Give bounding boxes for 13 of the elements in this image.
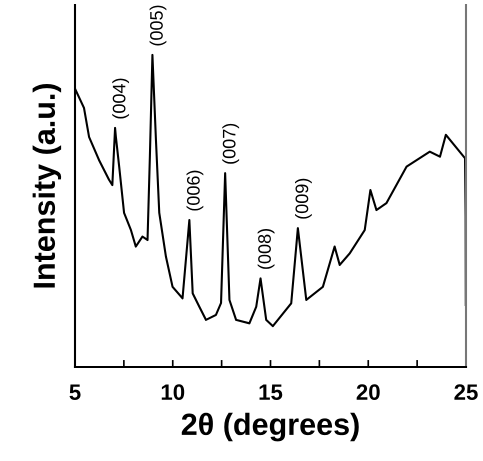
annotation: (005) — [150, 6, 166, 46]
y-axis-title: Intensity (a.u.) — [32, 84, 62, 288]
annotation: (006) — [186, 170, 204, 211]
x-tick-label: 25 — [454, 384, 478, 400]
annotation: (004) — [112, 78, 130, 118]
x-tick-label: 15 — [260, 384, 282, 400]
x-axis-title: 2θ (degrees) — [182, 412, 359, 442]
annotation: (009) — [295, 178, 312, 219]
annotation: (008) — [258, 229, 274, 269]
x-tick-label: 5 — [70, 384, 81, 400]
x-tick-label: 10 — [162, 384, 184, 400]
x-tick-label: 20 — [356, 384, 380, 400]
annotation: (007) — [222, 124, 240, 164]
